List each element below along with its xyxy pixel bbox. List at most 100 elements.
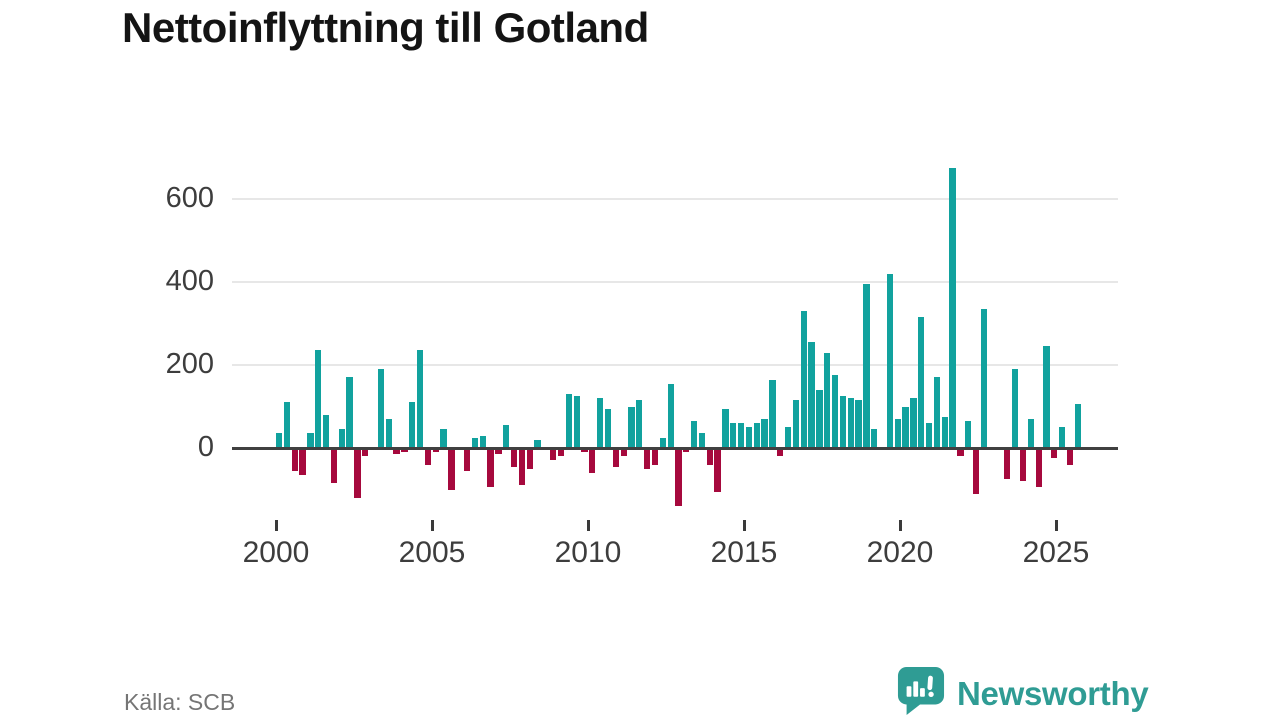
bar-2020-q3 (918, 317, 925, 448)
bar-2008-q2 (534, 439, 541, 448)
y-axis-label-600: 600 (165, 182, 214, 214)
bar-2012-q2 (659, 437, 666, 448)
bar-2000-q1 (276, 433, 283, 448)
x-axis-label-2020: 2020 (866, 536, 934, 569)
x-axis-label-2000: 2000 (242, 536, 310, 569)
bar-2007-q1 (495, 448, 502, 455)
bar-2010-q2 (597, 398, 604, 448)
bar-2004-q1 (401, 448, 408, 453)
bar-2017-q2 (816, 389, 823, 448)
bar-2002-q2 (346, 377, 353, 448)
bar-2003-q4 (393, 448, 400, 455)
bar-2000-q4 (299, 448, 306, 475)
bar-2002-q1 (338, 429, 345, 448)
bar-2018-q1 (839, 396, 847, 448)
bar-2012-q3 (667, 383, 674, 448)
bar-2013-q1 (683, 448, 690, 453)
bar-2020-q2 (910, 398, 917, 448)
bar-2011-q4 (644, 448, 651, 469)
bar-2022-q1 (965, 421, 972, 448)
bar-2024-q2 (1035, 448, 1042, 488)
bar-2015-q1 (745, 427, 753, 448)
bar-2001-q4 (330, 448, 338, 484)
bar-2024-q1 (1027, 418, 1034, 448)
bar-2016-q4 (800, 311, 807, 448)
bar-2017-q4 (831, 375, 839, 448)
bar-2005-q2 (440, 429, 447, 448)
bar-2025-q1 (1059, 427, 1066, 448)
bar-2004-q4 (424, 448, 432, 465)
bar-2005-q1 (432, 448, 439, 453)
x-axis-tick-2010 (586, 520, 590, 531)
bar-2012-q1 (651, 448, 659, 465)
bar-2013-q4 (706, 448, 713, 465)
bar-2020-q4 (925, 423, 933, 448)
bar-2007-q2 (503, 425, 510, 448)
bar-2000-q3 (291, 448, 298, 471)
bar-2009-q3 (573, 396, 580, 448)
bar-2006-q4 (487, 448, 494, 488)
x-axis-tick-2020 (898, 520, 902, 531)
bar-2017-q1 (808, 342, 815, 448)
bar-2001-q2 (315, 350, 322, 448)
bar-2009-q2 (565, 394, 572, 448)
bar-2021-q2 (941, 416, 948, 448)
gridline-y-600 (232, 198, 1118, 200)
bar-2006-q2 (471, 437, 479, 448)
bar-2000-q2 (283, 402, 291, 448)
bar-2023-q4 (1019, 448, 1027, 482)
x-axis-label-2015: 2015 (710, 536, 778, 569)
bar-2016-q3 (792, 400, 800, 448)
bar-2023-q2 (1004, 448, 1011, 480)
x-axis-label-2025: 2025 (1022, 536, 1090, 569)
bar-2024-q4 (1051, 448, 1058, 459)
bar-2001-q1 (307, 433, 314, 448)
bar-2003-q2 (377, 369, 385, 448)
x-axis-tick-2005 (430, 520, 434, 531)
y-axis-label-400: 400 (165, 265, 214, 297)
bar-2022-q2 (972, 448, 980, 494)
bar-2018-q4 (863, 284, 870, 448)
bar-2023-q3 (1012, 369, 1019, 448)
x-axis-zero-line (232, 447, 1118, 450)
newsworthy-logo-text: Newsworthy (957, 674, 1149, 712)
bar-2021-q4 (957, 448, 964, 457)
gridline-y-200 (232, 364, 1118, 366)
y-axis-label-0: 0 (197, 431, 214, 463)
bar-2009-q4 (581, 448, 588, 453)
bar-2006-q1 (463, 448, 471, 471)
bar-2013-q2 (690, 421, 698, 448)
bar-2010-q4 (612, 448, 619, 467)
bar-2020-q1 (902, 406, 909, 448)
bar-2015-q3 (761, 418, 768, 448)
bar-2010-q3 (604, 408, 612, 448)
bar-2019-q3 (886, 273, 894, 448)
gridline-y-400 (232, 281, 1118, 283)
x-axis-tick-2015 (742, 520, 746, 531)
x-axis-label-2010: 2010 (554, 536, 622, 569)
bar-2019-q4 (894, 418, 901, 448)
bar-2012-q4 (675, 448, 682, 507)
bar-2006-q3 (479, 435, 486, 448)
bar-2003-q3 (385, 418, 392, 448)
bar-2008-q4 (550, 448, 557, 461)
bar-2007-q3 (510, 448, 518, 467)
bar-2018-q3 (855, 400, 862, 448)
bar-2014-q3 (730, 423, 737, 448)
bar-2016-q2 (784, 427, 792, 448)
bar-2025-q2 (1066, 448, 1074, 465)
bar-2009-q1 (557, 448, 565, 457)
bar-2002-q4 (362, 448, 369, 457)
bar-2016-q1 (777, 448, 784, 457)
newsworthy-logo: Newsworthy (897, 666, 1149, 720)
newsworthy-speech-bubble-bar-chart-icon (897, 666, 945, 720)
bar-2011-q3 (636, 400, 643, 448)
x-axis-tick-2000 (274, 520, 278, 531)
bar-2021-q1 (933, 377, 941, 448)
bar-2011-q2 (628, 406, 635, 448)
bar-2024-q3 (1043, 346, 1050, 448)
bar-2025-q3 (1074, 404, 1081, 448)
x-axis-tick-2025 (1054, 520, 1058, 531)
bar-2013-q3 (698, 433, 706, 448)
